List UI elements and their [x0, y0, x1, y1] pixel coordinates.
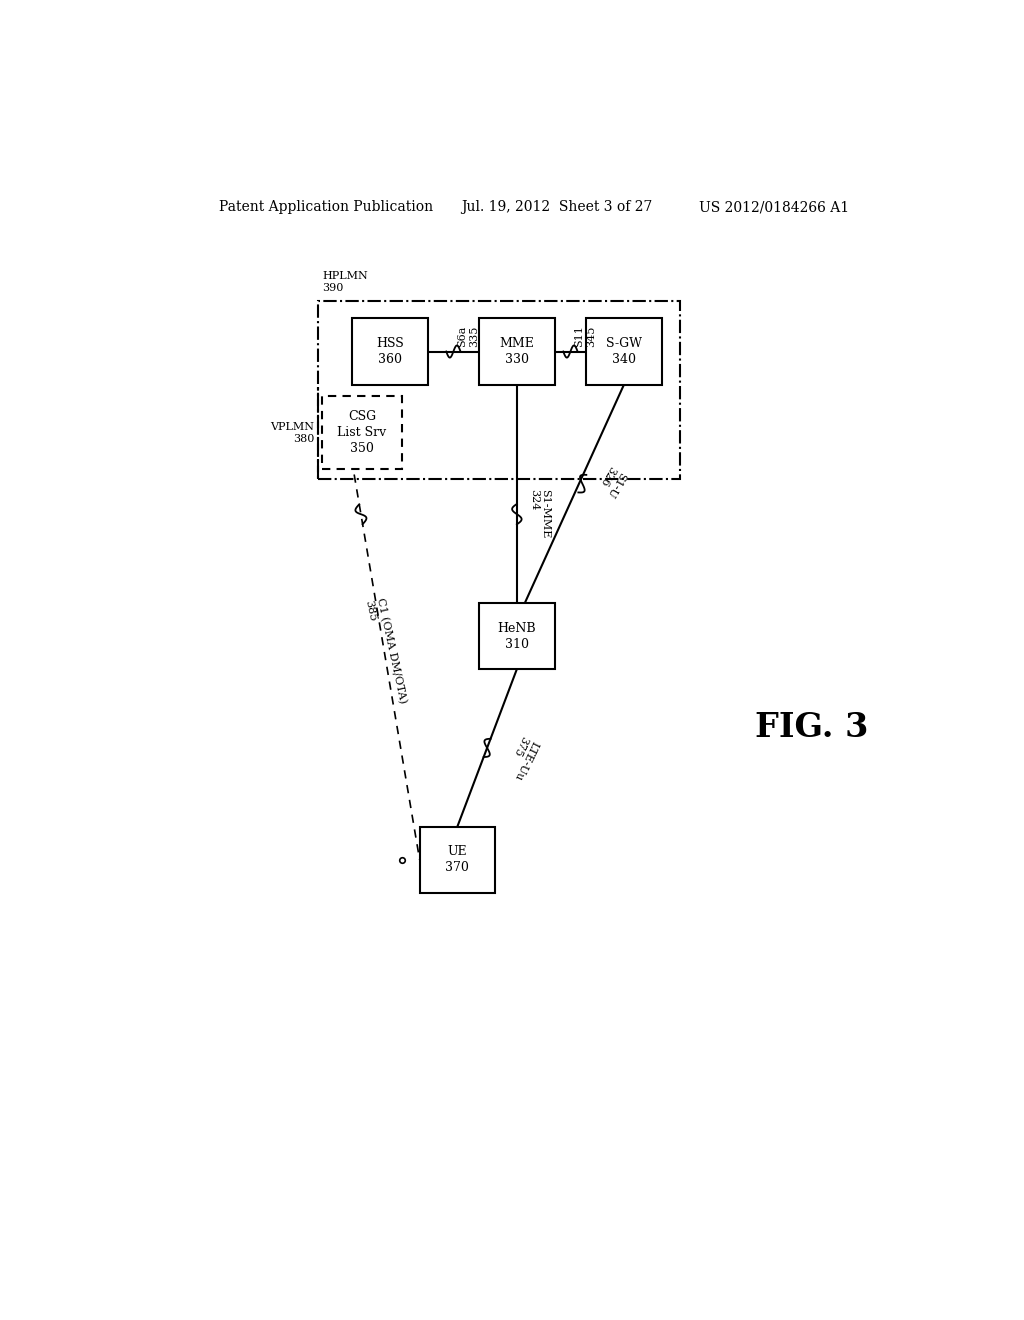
- Text: HeNB
310: HeNB 310: [498, 622, 537, 651]
- Text: C1 (OMA DM/OTA)
385: C1 (OMA DM/OTA) 385: [364, 597, 408, 706]
- Text: S6a
335: S6a 335: [458, 326, 479, 347]
- Text: S1-U
326: S1-U 326: [594, 465, 627, 499]
- Text: US 2012/0184266 A1: US 2012/0184266 A1: [699, 201, 850, 214]
- Text: UE
370: UE 370: [445, 845, 469, 874]
- Bar: [318, 301, 680, 479]
- Text: S-GW
340: S-GW 340: [606, 337, 642, 366]
- Text: Patent Application Publication: Patent Application Publication: [219, 201, 433, 214]
- Bar: [479, 318, 555, 384]
- Bar: [323, 396, 401, 470]
- Text: HPLMN
390: HPLMN 390: [323, 271, 369, 293]
- Text: Jul. 19, 2012  Sheet 3 of 27: Jul. 19, 2012 Sheet 3 of 27: [461, 201, 652, 214]
- Text: S11
345: S11 345: [574, 326, 596, 347]
- Text: LTE-Uu
375: LTE-Uu 375: [502, 734, 540, 781]
- Text: CSG
List Srv
350: CSG List Srv 350: [338, 411, 387, 455]
- Bar: [479, 603, 555, 669]
- Bar: [587, 318, 662, 384]
- Text: HSS
360: HSS 360: [376, 337, 403, 366]
- Text: VPLMN
380: VPLMN 380: [270, 422, 314, 444]
- Text: FIG. 3: FIG. 3: [755, 711, 868, 744]
- Text: MME
330: MME 330: [500, 337, 535, 366]
- Text: S1-MME
324: S1-MME 324: [528, 490, 550, 539]
- Bar: [352, 318, 428, 384]
- Bar: [420, 826, 495, 892]
